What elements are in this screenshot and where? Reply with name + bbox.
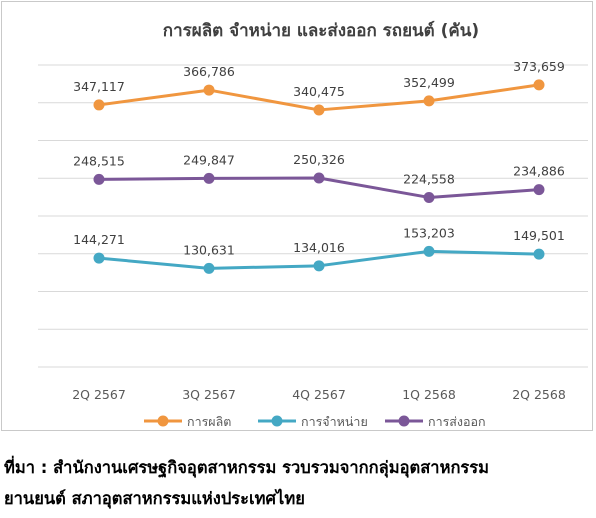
data-label: 249,847 [183,152,235,167]
data-label: 153,203 [403,225,455,240]
x-tick-label: 1Q 2568 [402,387,456,402]
data-label: 149,501 [513,228,565,243]
chart-frame: การผลิต จำหน่าย และส่งออก รถยนต์ (คัน) 3… [1,1,593,431]
x-tick-label: 4Q 2567 [292,387,346,402]
data-point [93,99,105,111]
data-point [93,252,105,264]
data-label: 144,271 [73,232,125,247]
source-line-1: ที่มา : สำนักงานเศรษฐกิจอุตสาหกรรม รวบรว… [4,458,490,477]
x-axis: 2Q 2567 3Q 2567 4Q 2567 1Q 2568 2Q 2568 [72,387,566,402]
data-point [203,262,215,274]
legend-label: การส่งออก [428,414,486,429]
data-label: 234,886 [513,164,565,179]
data-label: 134,016 [293,240,345,255]
data-point [533,248,545,260]
chart-title: การผลิต จำหน่าย และส่งออก รถยนต์ (คัน) [163,20,479,41]
legend-swatch-marker [271,415,283,427]
data-point [203,172,215,184]
x-tick-label: 2Q 2568 [512,387,566,402]
legend-label: การจำหน่าย [301,414,368,429]
data-point [313,260,325,272]
data-label: 248,515 [73,153,125,168]
data-label: 340,475 [293,84,345,99]
source-note: ที่มา : สำนักงานเศรษฐกิจอุตสาหกรรม รวบรว… [4,452,594,514]
legend-swatch-marker [398,415,410,427]
data-labels: 347,117 366,786 340,475 352,499 373,659 144,2… [73,59,565,257]
data-point [203,84,215,96]
data-point [313,104,325,116]
data-point [423,191,435,203]
data-point [533,79,545,91]
legend-label: การผลิต [187,414,231,429]
data-label: 130,631 [183,242,235,257]
data-label: 373,659 [513,59,565,74]
series-layer [93,79,545,274]
data-label: 224,558 [403,171,455,186]
data-point [423,95,435,107]
data-label: 250,326 [293,152,345,167]
data-label: 347,117 [73,79,125,94]
legend: การผลิต การจำหน่าย การส่งออก [144,414,486,429]
data-point [93,173,105,185]
data-point [313,172,325,184]
data-label: 366,786 [183,64,235,79]
legend-swatch-marker [157,415,169,427]
data-label: 352,499 [403,75,455,90]
data-point [423,245,435,257]
data-point [533,184,545,196]
x-tick-label: 2Q 2567 [72,387,126,402]
line-chart: การผลิต จำหน่าย และส่งออก รถยนต์ (คัน) 3… [38,20,588,429]
source-line-2: ยานยนต์ สภาอุตสาหกรรมแห่งประเทศไทย [4,489,305,508]
x-tick-label: 3Q 2567 [182,387,236,402]
